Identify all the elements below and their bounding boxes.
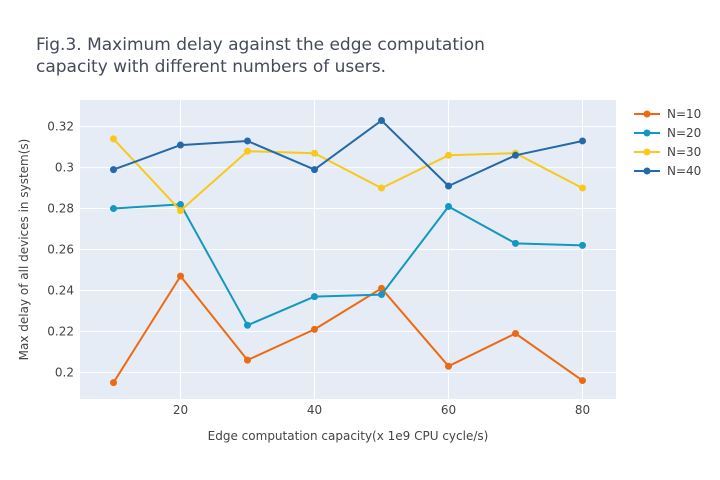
data-point[interactable]	[512, 239, 519, 247]
y-tick-label: 0.24	[47, 283, 74, 297]
data-point[interactable]	[244, 147, 251, 155]
data-point[interactable]	[579, 377, 586, 385]
data-point[interactable]	[378, 284, 385, 292]
data-point[interactable]	[244, 137, 251, 145]
series-n-30	[110, 135, 586, 215]
legend-label: N=10	[667, 107, 701, 121]
data-point[interactable]	[579, 137, 586, 145]
y-tick-label: 0.26	[47, 243, 74, 257]
data-point[interactable]	[579, 184, 586, 192]
legend-item[interactable]: N=10	[634, 107, 701, 121]
legend-item[interactable]: N=30	[634, 145, 701, 159]
tick-labels: 0.2 0.22 0.24 0.26 0.28 0.3 0.32 20 40 60 80	[47, 120, 590, 417]
data-point[interactable]	[445, 151, 452, 159]
data-point[interactable]	[110, 205, 117, 213]
y-tick-label: 0.2	[55, 365, 74, 379]
x-tick-label: 80	[575, 403, 590, 417]
data-point[interactable]	[445, 182, 452, 190]
y-tick-label: 0.22	[47, 324, 74, 338]
series-n-10	[110, 272, 586, 387]
data-point[interactable]	[177, 207, 184, 215]
data-point[interactable]	[378, 184, 385, 192]
y-tick-label: 0.32	[47, 120, 74, 134]
legend-item[interactable]: N=20	[634, 126, 701, 140]
series-n-40	[110, 116, 586, 190]
data-point[interactable]	[445, 202, 452, 210]
x-tick-label: 20	[173, 403, 188, 417]
data-point[interactable]	[311, 149, 318, 157]
data-point[interactable]	[244, 356, 251, 364]
y-tick-label: 0.3	[55, 161, 74, 175]
series-line	[113, 203, 583, 327]
data-point[interactable]	[177, 200, 184, 208]
y-axis-title: Max delay of all devices in system(s)	[17, 139, 31, 361]
data-point[interactable]	[110, 166, 117, 174]
data-point[interactable]	[311, 166, 318, 174]
legend-label: N=40	[667, 164, 701, 178]
data-point[interactable]	[177, 141, 184, 149]
data-point[interactable]	[311, 325, 318, 333]
data-point[interactable]	[579, 241, 586, 249]
data-point[interactable]	[445, 362, 452, 370]
legend-marker	[643, 148, 651, 156]
data-point[interactable]	[177, 272, 184, 280]
x-tick-label: 60	[441, 403, 456, 417]
series-line	[113, 119, 583, 187]
data-point[interactable]	[311, 293, 318, 301]
series-line	[112, 138, 583, 212]
data-point[interactable]	[110, 379, 117, 387]
data-point[interactable]	[378, 116, 385, 124]
series-n-20	[110, 200, 586, 329]
legend-item[interactable]: N=40	[634, 164, 701, 178]
data-point[interactable]	[512, 329, 519, 337]
y-tick-label: 0.28	[47, 202, 74, 216]
legend-label: N=20	[667, 126, 701, 140]
data-point[interactable]	[512, 151, 519, 159]
data-point[interactable]	[110, 135, 117, 143]
chart-title-line-2: capacity with different numbers of users…	[36, 57, 386, 77]
legend-marker	[643, 110, 651, 118]
data-point[interactable]	[378, 291, 385, 299]
legend[interactable]: N=10 N=20 N=30 N=40	[634, 107, 701, 178]
legend-marker	[643, 129, 651, 137]
legend-marker	[643, 167, 651, 175]
legend-label: N=30	[667, 145, 701, 159]
series-layer	[110, 116, 586, 387]
chart-title-line-1: Fig.3. Maximum delay against the edge co…	[36, 35, 485, 55]
data-point[interactable]	[244, 321, 251, 329]
x-tick-label: 40	[307, 403, 322, 417]
series-line	[112, 275, 584, 384]
x-axis-title: Edge computation capacity(x 1e9 CPU cycl…	[208, 429, 489, 443]
